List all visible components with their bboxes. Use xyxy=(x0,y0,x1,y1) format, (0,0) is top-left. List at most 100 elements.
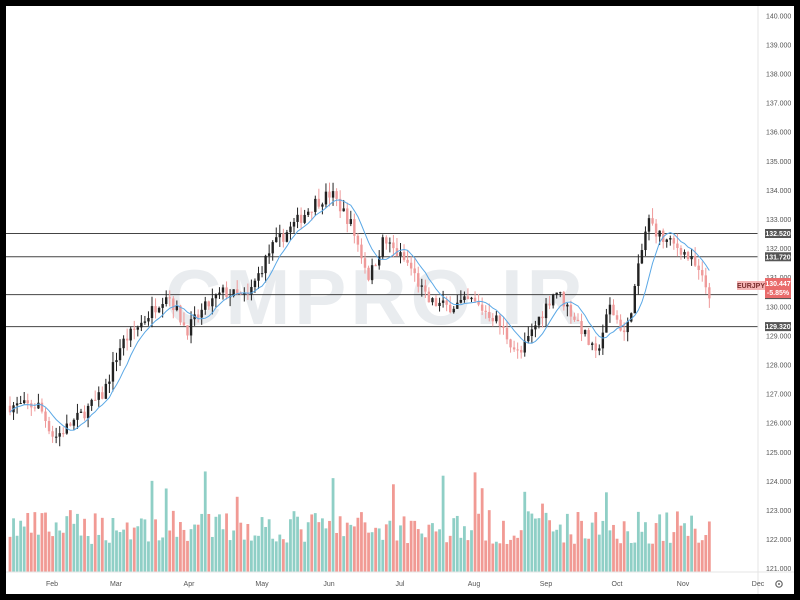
volume-bar xyxy=(278,534,282,572)
candle-body xyxy=(551,294,555,306)
volume-bar xyxy=(161,537,165,572)
volume-bar xyxy=(534,518,537,572)
candle-body xyxy=(232,289,235,297)
candle-body xyxy=(626,321,629,333)
candle-body xyxy=(79,411,83,413)
gear-icon xyxy=(775,580,783,588)
candle-body xyxy=(452,308,455,313)
candle-body xyxy=(686,251,690,260)
volume-bar xyxy=(704,535,708,572)
y-tick-label: 136.000 xyxy=(766,130,791,137)
volume-bar xyxy=(569,534,573,572)
candle-body xyxy=(157,307,161,313)
volume-bar xyxy=(583,538,587,572)
candle-body xyxy=(434,298,438,307)
y-tick-label: 140.000 xyxy=(766,13,791,20)
y-tick-label: 132.000 xyxy=(766,246,791,253)
candle-body xyxy=(225,287,228,298)
candle-body xyxy=(122,338,125,349)
volume-bar xyxy=(679,525,683,572)
volume-bar xyxy=(139,518,143,572)
candle-body xyxy=(466,296,470,300)
candle-body xyxy=(548,303,551,306)
volume-bar xyxy=(555,529,559,572)
time-axis[interactable]: Feb Mar Apr May Jun Jul Aug Sep Oct Nov Dec xyxy=(46,581,765,588)
volume-bar xyxy=(349,524,353,572)
volume-bar xyxy=(541,503,544,572)
candle-body xyxy=(172,298,175,311)
volume-bar xyxy=(633,542,637,572)
volume-bar xyxy=(416,529,420,572)
candle-body xyxy=(473,297,477,302)
candle-body xyxy=(257,273,260,281)
volume-bar xyxy=(136,526,140,572)
candle-body xyxy=(353,219,356,236)
y-tick-label: 130.000 xyxy=(766,304,791,311)
candle-body xyxy=(189,319,193,336)
volume-bar xyxy=(431,523,434,572)
volume-bar xyxy=(15,535,19,572)
candle-body xyxy=(566,304,569,307)
volume-bar xyxy=(487,510,491,572)
candle-body xyxy=(598,348,601,351)
x-tick-label: Jun xyxy=(323,581,334,588)
level-label: 131.720 xyxy=(765,254,790,261)
candle-body xyxy=(37,402,40,409)
volume-bar xyxy=(352,526,356,572)
volume-bar xyxy=(250,540,253,572)
candle-body xyxy=(544,303,548,319)
y-tick-label: 135.000 xyxy=(766,159,791,166)
volume-bar xyxy=(448,535,452,572)
candle-body xyxy=(62,433,65,435)
volume-bar xyxy=(413,520,417,572)
candle-body xyxy=(559,292,562,294)
volume-bar xyxy=(356,517,360,572)
volume-bar xyxy=(441,475,445,572)
volume-bar xyxy=(576,512,580,572)
volume-bar xyxy=(526,511,530,572)
volume-bar xyxy=(328,520,331,572)
volume-bar xyxy=(274,541,278,572)
settings-button[interactable] xyxy=(775,580,783,588)
candle-body xyxy=(111,362,115,382)
volume-bar xyxy=(402,516,406,572)
volume-bar xyxy=(519,530,523,572)
candle-body xyxy=(253,280,257,288)
candle-body xyxy=(658,230,661,237)
volume-bar xyxy=(661,540,665,572)
volume-bar xyxy=(150,480,154,572)
volume-bar xyxy=(594,512,598,572)
volume-bar xyxy=(676,511,679,572)
candle-body xyxy=(360,244,363,259)
volume-bar xyxy=(636,511,640,572)
candle-body xyxy=(289,226,292,233)
candle-body xyxy=(420,285,423,287)
volume-bar xyxy=(335,532,338,572)
volume-bar xyxy=(122,529,125,572)
volume-bar xyxy=(115,530,118,572)
volume-bar xyxy=(310,514,314,572)
volume-bar xyxy=(193,524,196,572)
candles xyxy=(8,182,711,447)
volume-bar xyxy=(189,529,193,572)
moving-average xyxy=(9,199,710,431)
volume-bar xyxy=(647,543,651,572)
candle-body xyxy=(427,291,431,303)
candle-body xyxy=(662,230,665,242)
volume-bar xyxy=(47,531,51,572)
candle-body xyxy=(140,322,143,328)
candle-body xyxy=(516,349,519,351)
watermark: CMPRO.IR xyxy=(165,253,583,341)
volume-bar xyxy=(306,522,310,572)
volume-bar xyxy=(210,536,214,572)
volume-bar xyxy=(580,520,583,572)
candle-body xyxy=(665,239,668,242)
volume-bar xyxy=(480,488,484,572)
volume-bar xyxy=(477,513,480,572)
candle-body xyxy=(264,255,267,274)
symbol-label: EURJPY xyxy=(737,283,765,290)
candle-body xyxy=(537,316,541,326)
volume-bar xyxy=(228,540,232,572)
